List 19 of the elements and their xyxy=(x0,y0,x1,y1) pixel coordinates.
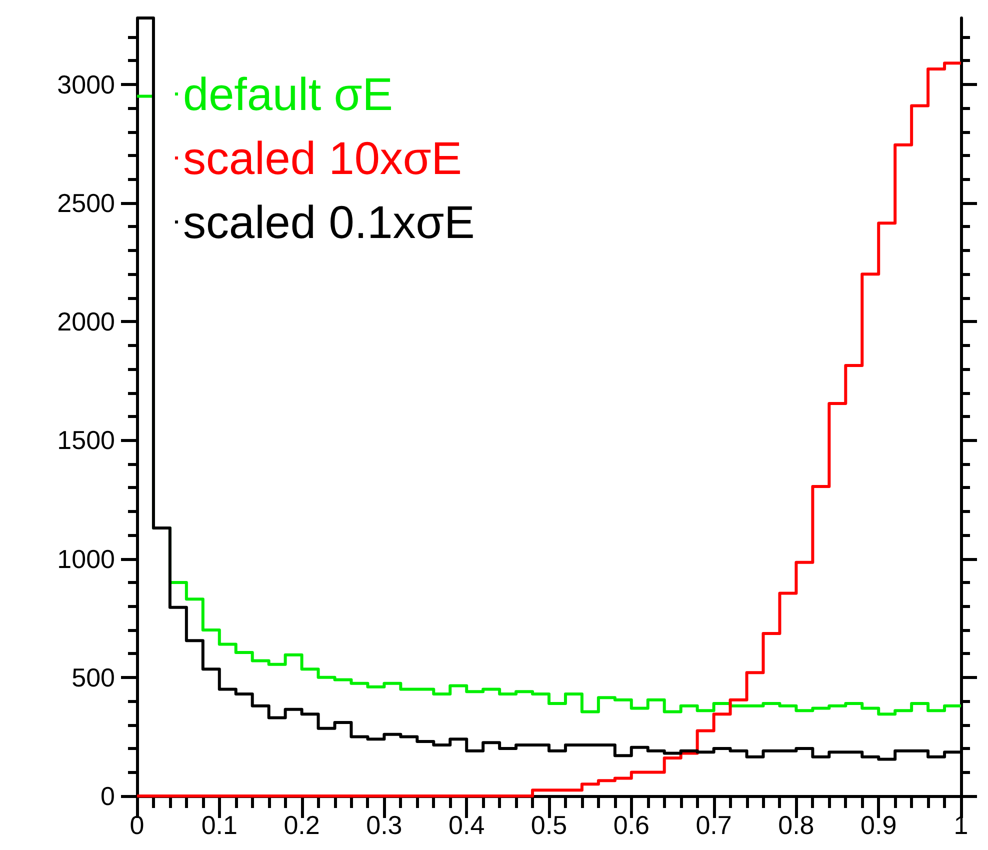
x-tick-label: 0.3 xyxy=(366,810,402,840)
y-tick-label: 2500 xyxy=(57,188,115,218)
x-tick-label: 0.5 xyxy=(530,810,568,840)
legend-label: scaled 0.1xσE xyxy=(183,196,475,248)
x-tick-label: 0.4 xyxy=(448,810,485,840)
y-tick-label: 0 xyxy=(100,781,115,811)
x-tick-label: 0.7 xyxy=(696,810,732,840)
x-tick-label: 0.9 xyxy=(860,810,897,840)
y-tick-label: 2000 xyxy=(57,306,115,337)
x-tick-label: 0.6 xyxy=(613,810,650,840)
x-tick-label: 0.8 xyxy=(778,810,814,840)
legend-label: scaled 10xσE xyxy=(183,132,462,184)
y-tick-label: 500 xyxy=(72,662,115,692)
y-tick-label: 3000 xyxy=(57,69,115,100)
y-tick-label: 1000 xyxy=(57,544,115,574)
legend-label: default σE xyxy=(183,68,393,120)
x-tick-label: 0.1 xyxy=(201,810,238,840)
x-tick-label: 0.2 xyxy=(284,810,320,840)
y-tick-label: 1500 xyxy=(57,425,115,456)
